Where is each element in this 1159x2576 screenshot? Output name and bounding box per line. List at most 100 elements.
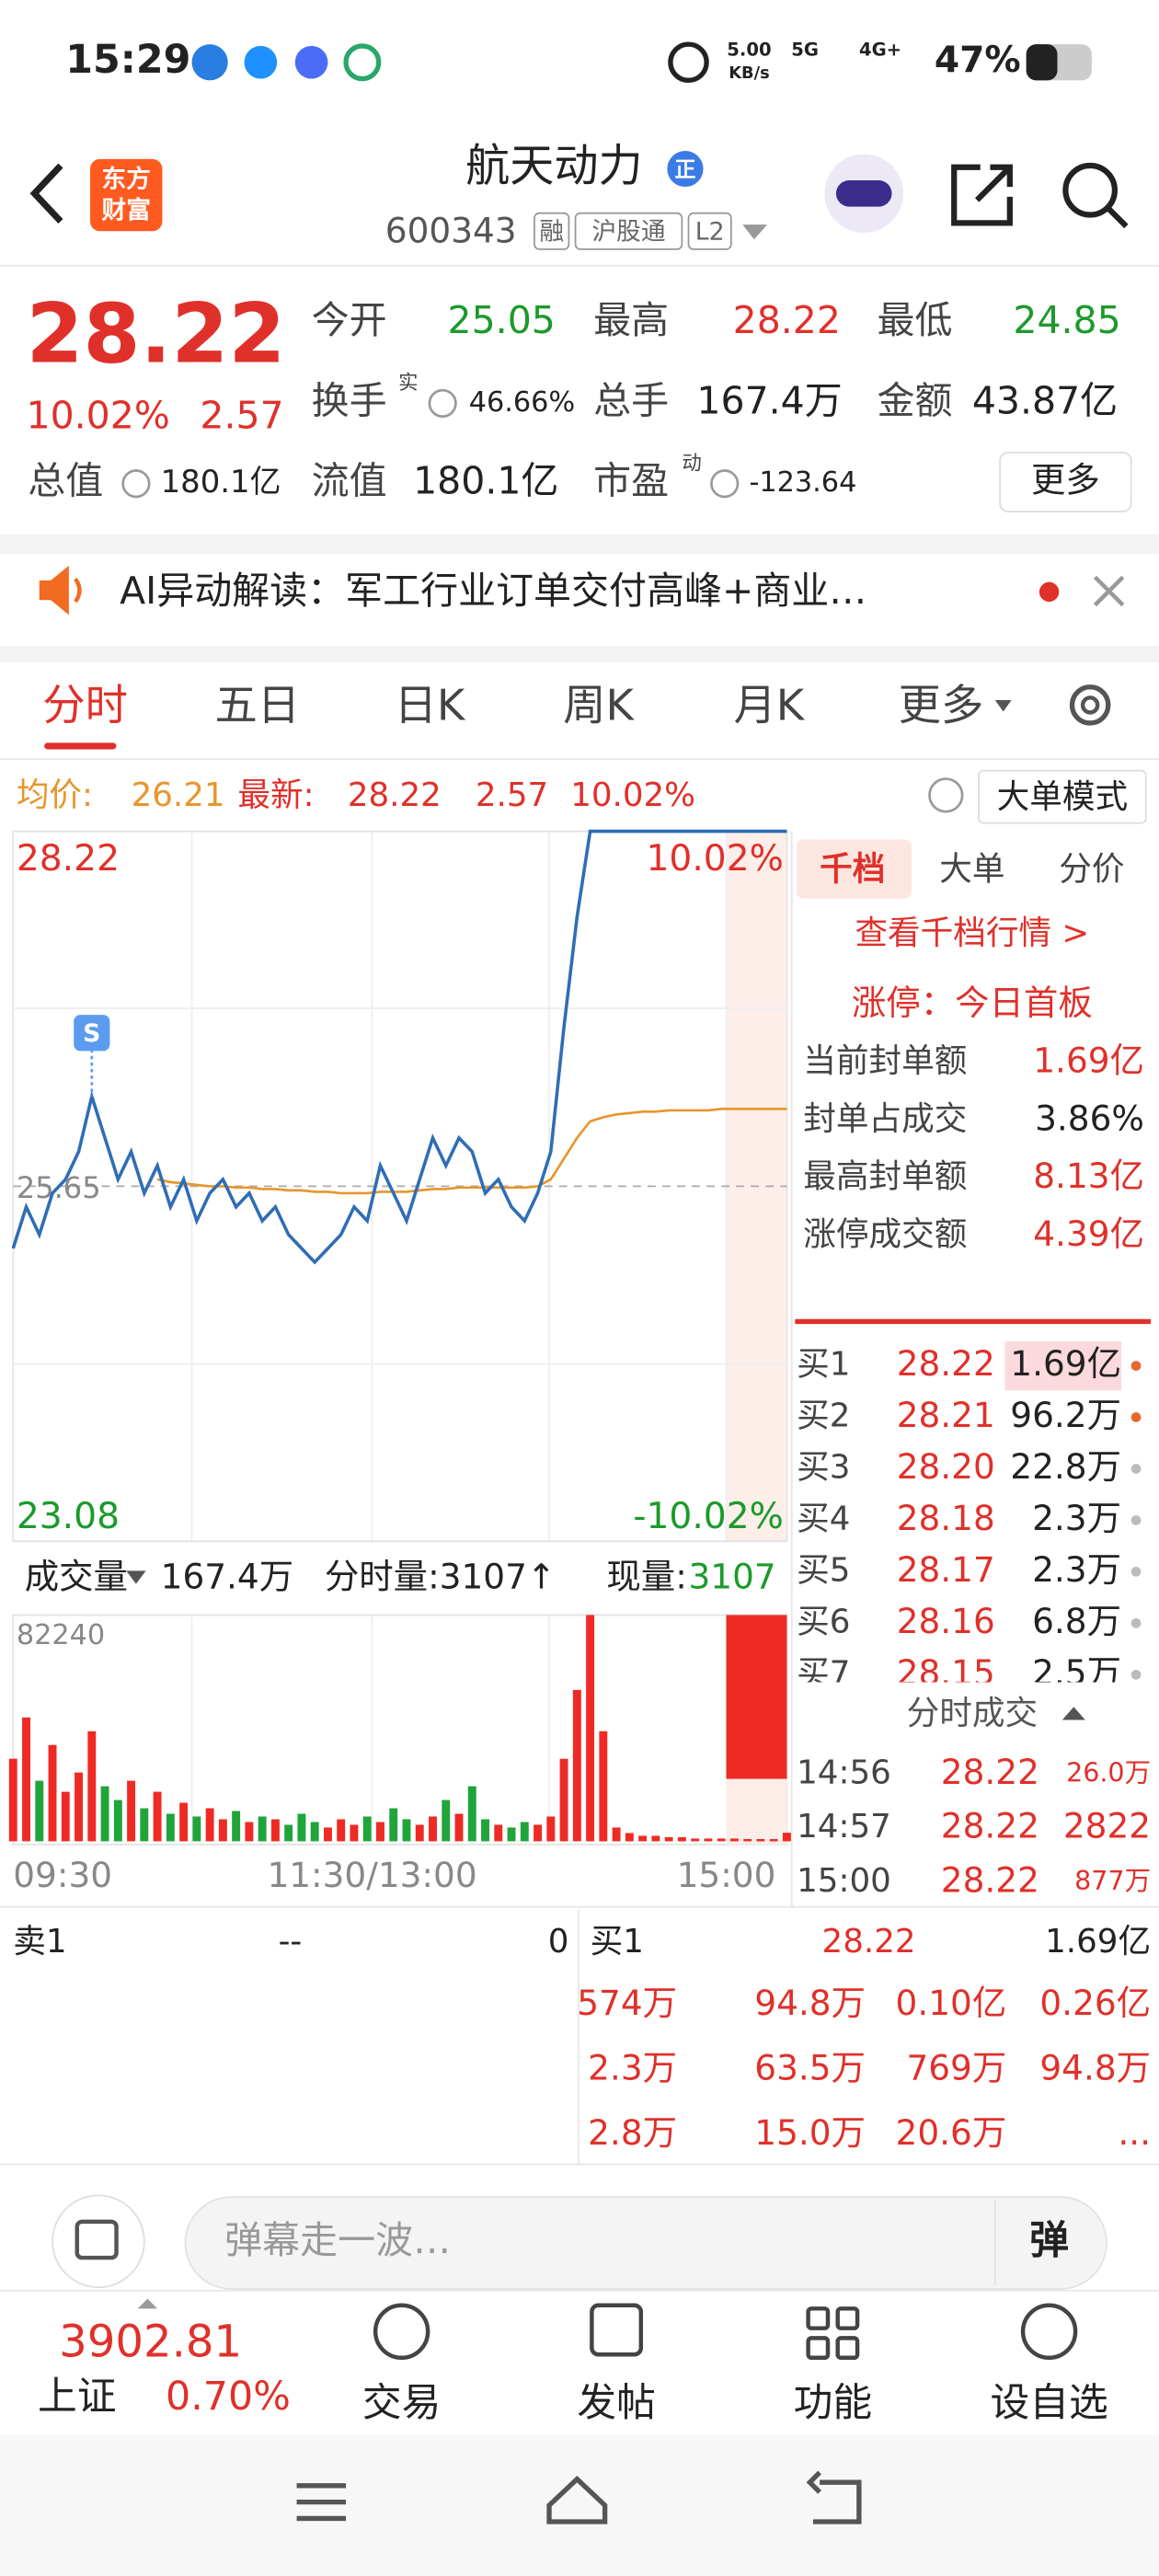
alarm-icon: [668, 41, 709, 84]
back-button[interactable]: [29, 163, 63, 224]
x-tick-label: 15:00: [677, 1855, 776, 1895]
volume-bar: [782, 1833, 791, 1842]
comment-icon: [75, 2219, 119, 2260]
nav-item: 设自选: [990, 2380, 1107, 2426]
tag-box: [574, 212, 683, 250]
bid-volume: 96.2万: [1010, 1395, 1121, 1435]
volume-bar: [310, 1822, 319, 1842]
dropdown[interactable]: [994, 700, 1012, 712]
trade-time: 15:00: [797, 1862, 891, 1900]
bid-dot: [1130, 1567, 1142, 1577]
assistant-face: [835, 180, 892, 207]
pct-label: -10.02%: [633, 1496, 784, 1537]
now-volume: 3107: [689, 1557, 776, 1597]
comment-input[interactable]: [184, 2196, 1107, 2290]
bid-level: 买4: [797, 1500, 850, 1537]
bid-volume: 6.8万: [1032, 1601, 1121, 1641]
field-label: 换手: [312, 378, 387, 422]
tick-volume: 分时量:3107↑: [325, 1557, 556, 1597]
info-icon[interactable]: [428, 388, 457, 419]
order-cell: 94.8万: [1039, 2048, 1151, 2088]
field-note: 实: [398, 372, 418, 395]
avg-label: 均价:: [17, 776, 93, 814]
bid-dot: [1130, 1464, 1142, 1474]
last-label: 最新:: [237, 776, 314, 814]
volume-bar: [75, 1772, 83, 1842]
trade-volume: 2822: [1063, 1806, 1151, 1846]
bid-dot: [1130, 1669, 1142, 1680]
bid-dot: [1130, 1412, 1142, 1422]
tab: 五日: [214, 680, 300, 730]
share-button[interactable]: [951, 164, 1013, 226]
field-value: 25.05: [448, 298, 556, 342]
stat-label: 封单占成交: [803, 1100, 967, 1138]
speaker-wave: [74, 577, 82, 604]
stat-value: 1.69亿: [1033, 1040, 1144, 1080]
mode-button[interactable]: [978, 769, 1147, 824]
trade-volume: 26.0万: [1066, 1757, 1151, 1788]
field-value: 28.22: [733, 298, 841, 342]
expand-arrow[interactable]: [137, 2298, 158, 2309]
volume-bar: [297, 1813, 306, 1842]
volume-bar: [664, 1836, 673, 1842]
speaker-icon: [39, 565, 69, 615]
home-button[interactable]: [546, 2475, 608, 2524]
bid-dot: [1130, 1618, 1142, 1628]
help-icon[interactable]: [928, 777, 964, 813]
side-tab: 分价: [1059, 850, 1124, 888]
stat-label: 最高封单额: [803, 1158, 967, 1196]
volume-bar: [245, 1822, 254, 1842]
menu-button[interactable]: [296, 2483, 347, 2522]
active-side-tab[interactable]: [797, 839, 912, 899]
bid-highlight: [1004, 1340, 1122, 1391]
field-label: 流值: [312, 459, 387, 503]
nav-item: 功能: [794, 2380, 873, 2426]
volume-bar: [743, 1839, 752, 1842]
nav-item: 发帖: [577, 2380, 656, 2426]
index-value: 3902.81: [59, 2317, 242, 2368]
nav-item: 交易: [362, 2380, 442, 2426]
search-button[interactable]: [1062, 162, 1118, 218]
field-value: 180.1亿: [413, 459, 558, 503]
stat-label: 当前封单额: [803, 1042, 967, 1080]
system-nav: [0, 2434, 1159, 2576]
volume-bar: [704, 1838, 713, 1842]
ask-volume: 0: [548, 1923, 569, 1961]
volume-bar: [218, 1819, 227, 1842]
volume-bar: [166, 1813, 175, 1842]
volume-bar: [638, 1835, 648, 1842]
info-icon[interactable]: [121, 469, 151, 499]
volume-bar: [454, 1813, 464, 1842]
bid-volume: 22.8万: [1010, 1446, 1121, 1487]
stock-code: 600343: [385, 211, 517, 251]
back-nav-button[interactable]: [806, 2470, 862, 2524]
last-value: 28.22: [348, 776, 442, 814]
more-button-label: 更多: [1031, 459, 1100, 500]
field-label: 最低: [877, 298, 952, 342]
volume-bar: [546, 1816, 556, 1842]
net-speed-unit: KB/s: [729, 63, 770, 83]
dropdown[interactable]: [742, 224, 768, 240]
bid-volume: 2.3万: [1032, 1498, 1121, 1538]
battery-level: [1026, 44, 1058, 81]
volume-bar: [769, 1839, 778, 1842]
settings-button[interactable]: [1069, 684, 1111, 726]
settings-center: [1080, 696, 1100, 715]
side-tab: 千档: [820, 850, 885, 888]
info-icon[interactable]: [710, 469, 740, 499]
more-button[interactable]: [999, 452, 1132, 512]
volume-bar: [140, 1808, 149, 1842]
trade-volume: 877万: [1074, 1866, 1151, 1896]
volume-bar: [415, 1824, 424, 1842]
field-value: 167.4万: [696, 378, 842, 422]
volume-bar: [100, 1786, 109, 1842]
stat-value: 3.86%: [1035, 1098, 1144, 1138]
comment-settings-button[interactable]: [52, 2194, 145, 2289]
field-label: 最高: [593, 298, 669, 342]
close-button[interactable]: [1093, 575, 1125, 607]
dropdown[interactable]: [126, 1570, 146, 1584]
volume-bar: [323, 1827, 332, 1842]
ai-banner: AI异动解读：军工行业订单交付高峰+商业…: [120, 569, 866, 613]
